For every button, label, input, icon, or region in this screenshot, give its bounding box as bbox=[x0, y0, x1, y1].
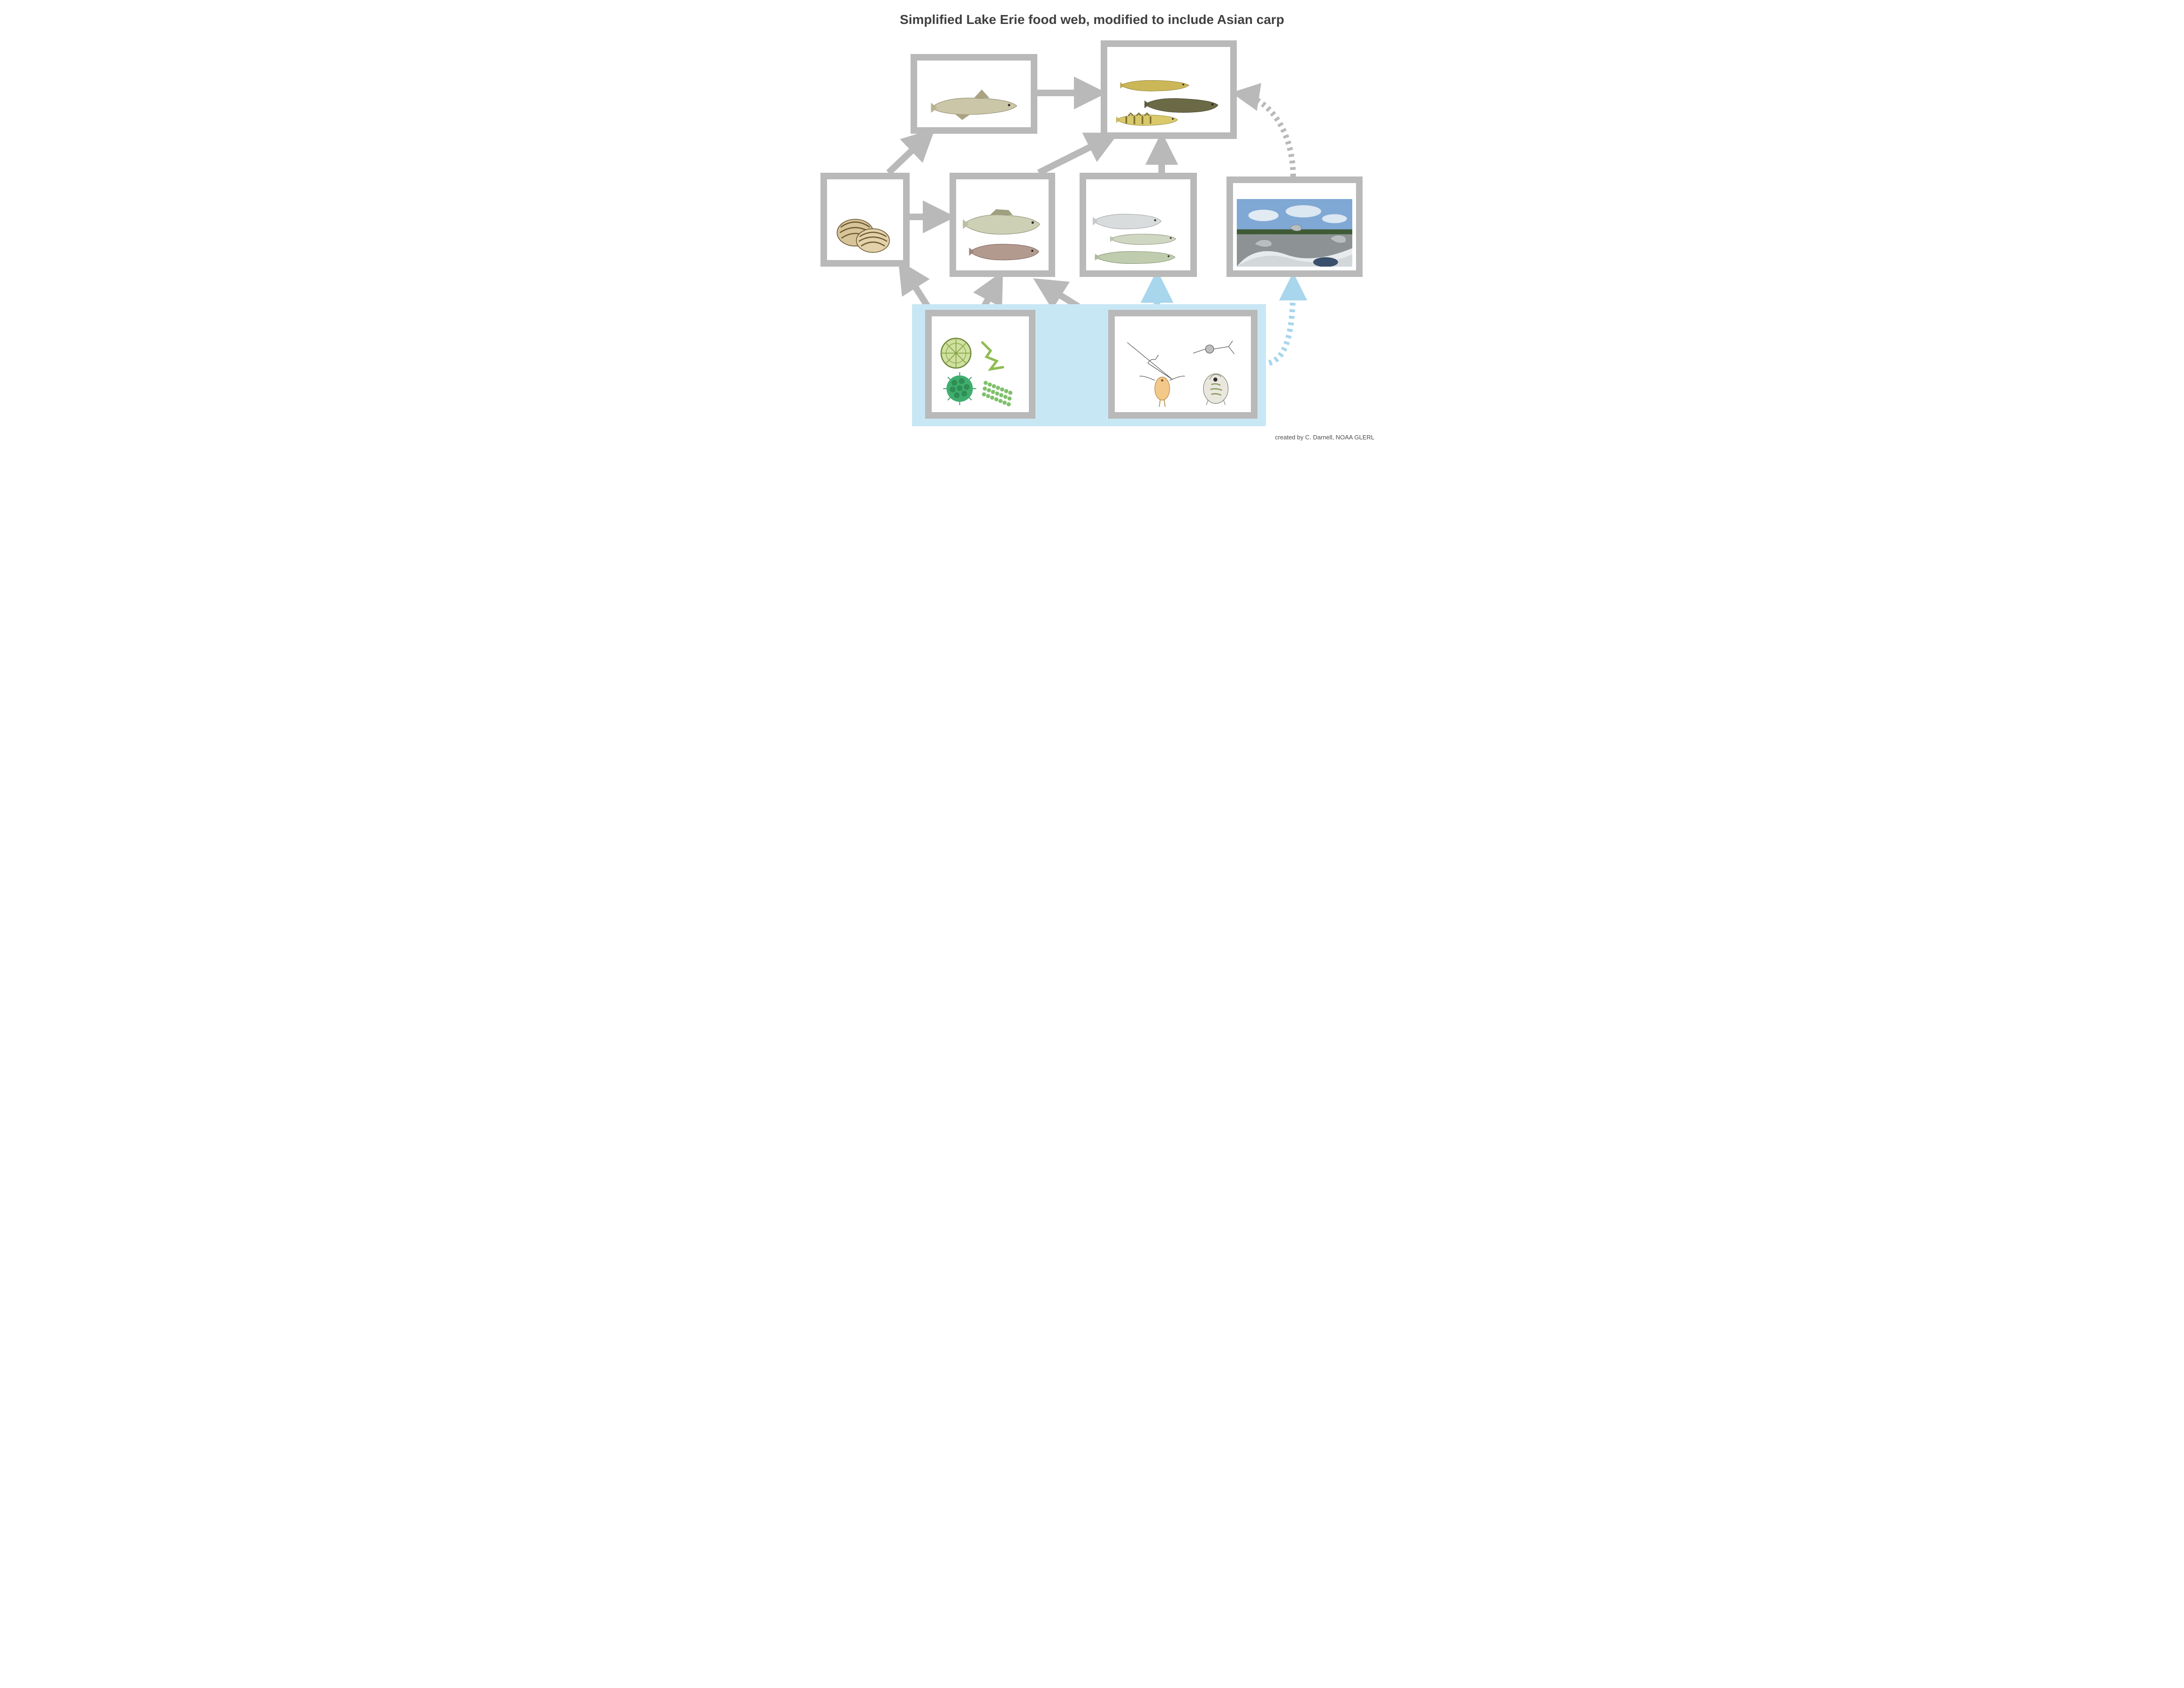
node-omnivores: OMNIVORES (e.g., White perch, Freshwater… bbox=[950, 173, 1055, 277]
node-planktivores: PLANKTIVORES (e.g., Gizzard shad, Rainbo… bbox=[1080, 173, 1197, 277]
edge-zoo-to-asiancarp bbox=[1263, 281, 1293, 364]
node-fish-eating-fish: FISH-EATING FISH (e.g., Walleye, Smallmo… bbox=[1101, 40, 1237, 139]
diagram-canvas: Simplified Lake Erie food web, modified … bbox=[805, 0, 1379, 444]
diagram-title: Simplified Lake Erie food web, modified … bbox=[805, 12, 1379, 27]
node-title: BENTHOS bbox=[831, 182, 899, 192]
planktivore-fish-art bbox=[1090, 210, 1187, 267]
credit-text: created by C. Darnell, NOAA GLERL bbox=[1275, 434, 1374, 441]
phytoplankton-art bbox=[935, 334, 1025, 408]
edge-asiancarp-to-fef bbox=[1240, 94, 1293, 176]
node-benthos-eating-fish: BENTHOS-EATING FISH (e.g., Lake whitefis… bbox=[911, 54, 1037, 134]
whitefish-art bbox=[921, 86, 1027, 123]
node-subtitle: (e.g., White perch, Freshwater drum) bbox=[960, 193, 1045, 208]
node-title: ZOOPLANKTON bbox=[1119, 319, 1247, 330]
node-title: BENTHOS-EATING FISH bbox=[921, 63, 1027, 74]
node-phytoplankton: PHYTOPLANKTON bbox=[925, 310, 1035, 419]
node-subtitle: (e.g., Gizzard shad, Rainbow smelt, Emer… bbox=[1090, 193, 1187, 208]
node-title: ASIAN CARP bbox=[1237, 186, 1352, 196]
node-title: PLANKTIVORES bbox=[1090, 182, 1187, 192]
node-subtitle: (e.g., Walleye, Smallmouth bass, Yellow … bbox=[1111, 61, 1226, 76]
edge-benthos-to-benthosfish bbox=[889, 135, 928, 173]
node-asian-carp: ASIAN CARP bbox=[1226, 176, 1363, 277]
node-title: FISH-EATING FISH bbox=[1111, 50, 1226, 60]
omnivore-fish-art bbox=[960, 208, 1045, 267]
node-title: PHYTOPLANKTON bbox=[935, 319, 1025, 330]
mussels-art bbox=[831, 205, 899, 256]
node-title: OMNIVORES bbox=[960, 182, 1045, 192]
node-benthos: BENTHOS (e.g., mussels) bbox=[820, 173, 910, 267]
edge-omnivores-to-fef bbox=[1039, 137, 1110, 173]
asian-carp-photo bbox=[1237, 199, 1352, 267]
zooplankton-art bbox=[1119, 334, 1247, 408]
node-subtitle: (e.g., mussels) bbox=[831, 193, 899, 200]
predator-fish-art bbox=[1111, 76, 1226, 129]
edge-phyto-to-benthos bbox=[904, 269, 930, 310]
node-subtitle: (e.g., Lake whitefish) bbox=[921, 74, 1027, 82]
node-zooplankton: ZOOPLANKTON bbox=[1108, 310, 1257, 419]
